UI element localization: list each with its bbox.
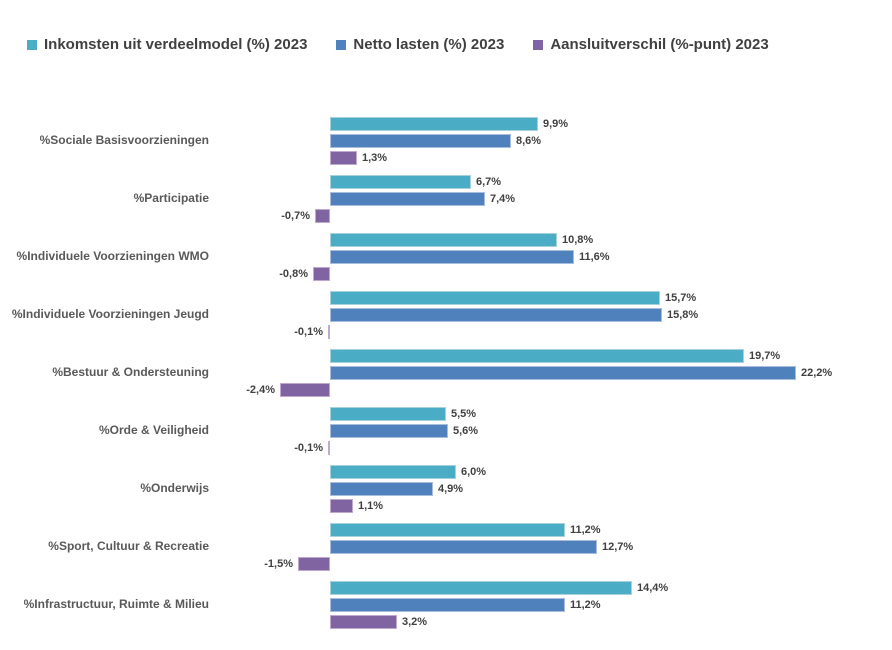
legend-item-netto-lasten: Netto lasten (%) 2023 bbox=[336, 36, 504, 53]
bar-inkomsten-uit-verdeelmodel bbox=[330, 407, 446, 421]
value-label: 7,4% bbox=[490, 193, 516, 205]
category-group: %Participatie 6,7% 7,4% -0,7% bbox=[0, 175, 892, 223]
bar-inkomsten-uit-verdeelmodel bbox=[330, 291, 660, 305]
bar-aansluitverschil bbox=[280, 383, 330, 397]
bar-aansluitverschil bbox=[330, 151, 357, 165]
bar-netto-lasten bbox=[330, 424, 448, 438]
legend-swatch-icon bbox=[336, 39, 347, 50]
value-label: 11,2% bbox=[570, 599, 601, 611]
category-group: %Sport, Cultuur & Recreatie 11,2% 12,7% -1,… bbox=[0, 523, 892, 571]
legend-label: Aansluitverschil (%-punt) 2023 bbox=[550, 36, 769, 53]
category-group: %Orde & Veiligheid 5,5% 5,6% -0,1% bbox=[0, 407, 892, 455]
value-label: 1,3% bbox=[362, 152, 388, 164]
value-label: 6,7% bbox=[476, 176, 502, 188]
category-group: %Onderwijs 6,0% 4,9% 1,1% bbox=[0, 465, 892, 513]
value-label: 11,6% bbox=[579, 251, 610, 263]
legend-swatch-icon bbox=[533, 39, 544, 50]
bar-inkomsten-uit-verdeelmodel bbox=[330, 117, 538, 131]
legend-label: Inkomsten uit verdeelmodel (%) 2023 bbox=[44, 36, 308, 53]
value-label: 4,9% bbox=[438, 483, 464, 495]
bar-netto-lasten bbox=[330, 482, 433, 496]
legend-item-inkomsten-uit-verdeelmodel: Inkomsten uit verdeelmodel (%) 2023 bbox=[27, 36, 307, 53]
bar-netto-lasten bbox=[330, 366, 796, 380]
category-label: %Infrastructuur, Ruimte & Milieu bbox=[23, 597, 209, 612]
bar-inkomsten-uit-verdeelmodel bbox=[330, 349, 744, 363]
value-label: 19,7% bbox=[749, 350, 781, 362]
bar-aansluitverschil bbox=[315, 209, 330, 223]
bar-aansluitverschil bbox=[330, 499, 353, 513]
value-label: 1,1% bbox=[358, 500, 384, 512]
value-label: 3,2% bbox=[402, 616, 428, 628]
category-label: %Onderwijs bbox=[140, 481, 209, 496]
bar-inkomsten-uit-verdeelmodel bbox=[330, 175, 471, 189]
value-label: 14,4% bbox=[637, 582, 669, 594]
category-group: %Infrastructuur, Ruimte & Milieu 14,4% 11,… bbox=[0, 581, 892, 629]
value-label: 5,6% bbox=[453, 425, 479, 437]
category-label: %Bestuur & Ondersteuning bbox=[52, 365, 209, 380]
bar-netto-lasten bbox=[330, 192, 485, 206]
bar-aansluitverschil bbox=[330, 615, 397, 629]
category-group: %Bestuur & Ondersteuning 19,7% 22,2% -2,4% bbox=[0, 349, 892, 397]
value-label: 9,9% bbox=[543, 118, 569, 130]
value-label: -0,1% bbox=[294, 326, 323, 338]
bar-aansluitverschil bbox=[298, 557, 330, 571]
value-label: 6,0% bbox=[461, 466, 487, 478]
value-label: -0,8% bbox=[279, 268, 308, 280]
value-label: -2,4% bbox=[246, 384, 275, 396]
value-label: 12,7% bbox=[602, 541, 634, 553]
category-group: %Sociale Basisvoorzieningen 9,9% 8,6% 1,3% bbox=[0, 117, 892, 165]
value-label: 10,8% bbox=[562, 234, 594, 246]
legend: Inkomsten uit verdeelmodel (%) 2023 Netto… bbox=[27, 36, 769, 53]
category-group: %Individuele Voorzieningen WMO 10,8% 11,6%… bbox=[0, 233, 892, 281]
bar-netto-lasten bbox=[330, 250, 574, 264]
category-group: %Individuele Voorzieningen Jeugd 15,7% 15,… bbox=[0, 291, 892, 339]
bar-inkomsten-uit-verdeelmodel bbox=[330, 581, 632, 595]
value-label: -1,5% bbox=[264, 558, 293, 570]
legend-label: Netto lasten (%) 2023 bbox=[353, 36, 505, 53]
bar-aansluitverschil bbox=[328, 325, 330, 339]
category-label: %Sport, Cultuur & Recreatie bbox=[48, 539, 209, 554]
category-label: %Sociale Basisvoorzieningen bbox=[39, 133, 209, 148]
value-label: 8,6% bbox=[516, 135, 542, 147]
value-label: -0,7% bbox=[281, 210, 310, 222]
value-label: -0,1% bbox=[294, 442, 323, 454]
category-label: %Individuele Voorzieningen WMO bbox=[16, 249, 209, 264]
legend-swatch-icon bbox=[27, 39, 37, 50]
bar-inkomsten-uit-verdeelmodel bbox=[330, 233, 557, 247]
bar-netto-lasten bbox=[330, 308, 662, 322]
bar-netto-lasten bbox=[330, 540, 597, 554]
value-label: 15,8% bbox=[667, 309, 699, 321]
bar-aansluitverschil bbox=[313, 267, 330, 281]
value-label: 5,5% bbox=[451, 408, 477, 420]
value-label: 11,2% bbox=[570, 524, 601, 536]
category-label: %Participatie bbox=[133, 191, 209, 206]
bar-netto-lasten bbox=[330, 134, 511, 148]
bar-netto-lasten bbox=[330, 598, 565, 612]
value-label: 22,2% bbox=[801, 367, 833, 379]
category-label: %Individuele Voorzieningen Jeugd bbox=[11, 307, 209, 322]
legend-item-aansluitverschil: Aansluitverschil (%-punt) 2023 bbox=[533, 36, 769, 53]
bar-inkomsten-uit-verdeelmodel bbox=[330, 465, 456, 479]
bar-inkomsten-uit-verdeelmodel bbox=[330, 523, 565, 537]
value-label: 15,7% bbox=[665, 292, 697, 304]
category-label: %Orde & Veiligheid bbox=[98, 423, 209, 438]
bar-aansluitverschil bbox=[328, 441, 330, 455]
